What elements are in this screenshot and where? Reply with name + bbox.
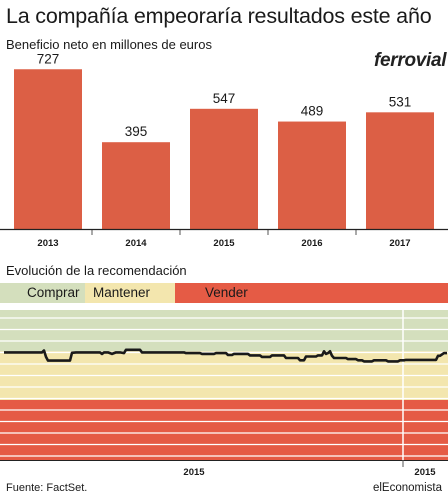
legend-comprar-label: Comprar [27, 285, 80, 300]
page-title: La compañía empeoraría resultados este a… [6, 4, 432, 28]
zone-comprar [0, 310, 448, 352]
source-note: Fuente: FactSet. [6, 482, 88, 494]
legend-mantener: Mantener [85, 283, 175, 303]
bar-value-label-2013: 727 [37, 51, 60, 66]
ferrovial-logo: ferrovial [374, 50, 447, 71]
x-tick-label-2015: 2015 [213, 238, 235, 249]
bar-2017 [366, 112, 434, 229]
x-tick-label-2014: 2014 [125, 238, 147, 249]
bar-chart-title: Beneficio neto en millones de euros [6, 37, 212, 52]
legend-vender-label: Vender [205, 285, 248, 300]
bar-value-label-2015: 547 [213, 91, 236, 106]
x-tick-label-2013: 2013 [37, 238, 58, 249]
bar-value-label-2014: 395 [125, 124, 148, 139]
bar-value-label-2017: 531 [389, 94, 412, 109]
bar-value-label-2016: 489 [301, 104, 324, 119]
line-x-tick-label: 2015 [414, 467, 436, 478]
bar-2014 [102, 142, 170, 229]
bar-2015 [190, 108, 258, 229]
recommendation-line [4, 348, 447, 363]
bar-2016 [278, 121, 346, 229]
x-tick-label-2017: 2017 [389, 238, 410, 249]
line-x-tick-label: 2015 [183, 467, 205, 478]
brand-name: elEconomista [372, 482, 442, 494]
bar-chart: 727 2013 395 2014 547 2015 489 2016 531 2017 [0, 51, 448, 249]
legend-vender: Vender [175, 283, 448, 303]
legend-mantener-label: Mantener [93, 285, 151, 300]
zone-mantener [0, 351, 448, 400]
zone-vender [0, 400, 448, 460]
x-tick-label-2016: 2016 [301, 238, 322, 249]
bar-2013 [14, 69, 82, 229]
line-chart-title: Evolución de la recomendación [6, 263, 187, 278]
